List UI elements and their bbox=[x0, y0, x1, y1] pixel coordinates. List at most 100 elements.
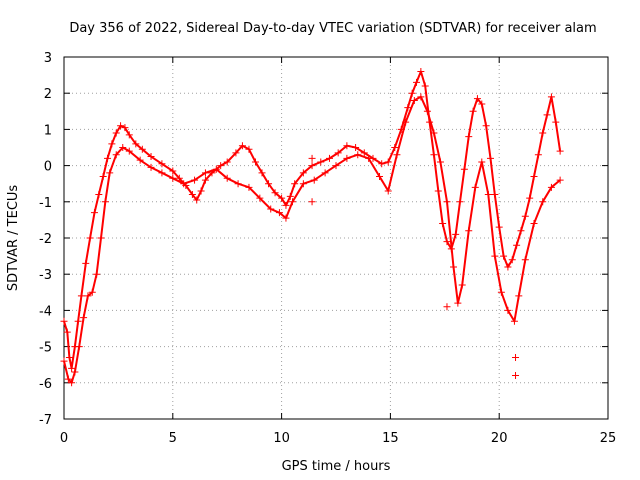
x-tick-label: 5 bbox=[169, 431, 177, 446]
data-point bbox=[417, 67, 425, 75]
y-tick-label: 2 bbox=[44, 87, 52, 102]
data-point bbox=[530, 220, 538, 228]
data-point bbox=[267, 205, 275, 213]
data-point bbox=[308, 154, 316, 162]
data-point bbox=[408, 89, 416, 97]
x-tick-label: 0 bbox=[60, 431, 68, 446]
y-tick-label: 3 bbox=[44, 51, 52, 66]
data-point bbox=[238, 142, 246, 150]
data-point bbox=[491, 252, 499, 260]
data-point bbox=[430, 129, 438, 137]
data-point bbox=[547, 183, 555, 191]
data-point bbox=[530, 172, 538, 180]
data-point bbox=[325, 154, 333, 162]
data-point bbox=[384, 158, 392, 166]
y-tick-label: 1 bbox=[44, 123, 52, 138]
data-point bbox=[258, 169, 266, 177]
data-point bbox=[99, 172, 107, 180]
data-point bbox=[539, 198, 547, 206]
data-point bbox=[486, 154, 494, 162]
data-point bbox=[95, 191, 103, 199]
data-point bbox=[282, 201, 290, 209]
data-point bbox=[500, 252, 508, 260]
data-point bbox=[286, 192, 294, 200]
data-point bbox=[147, 163, 155, 171]
data-point bbox=[378, 160, 386, 168]
data-point bbox=[125, 147, 133, 155]
data-point bbox=[82, 259, 90, 267]
data-point bbox=[232, 149, 240, 157]
data-point bbox=[504, 263, 512, 271]
data-point bbox=[491, 191, 499, 199]
data-point bbox=[308, 162, 316, 170]
y-tick-label: -1 bbox=[39, 196, 52, 211]
data-point bbox=[77, 292, 85, 300]
data-point bbox=[539, 129, 547, 137]
data-point bbox=[343, 154, 351, 162]
series-upper-branch bbox=[60, 67, 564, 372]
data-point bbox=[458, 281, 466, 289]
data-point bbox=[60, 317, 68, 325]
data-point bbox=[93, 270, 101, 278]
data-point bbox=[201, 169, 209, 177]
data-point bbox=[436, 158, 444, 166]
data-point bbox=[402, 118, 410, 126]
data-point bbox=[90, 209, 98, 217]
data-point bbox=[471, 183, 479, 191]
y-axis-label: SDTVAR / TECUs bbox=[6, 185, 21, 292]
data-point bbox=[384, 187, 392, 195]
data-point bbox=[80, 314, 88, 322]
data-point bbox=[443, 198, 451, 206]
data-point bbox=[112, 129, 120, 137]
data-point bbox=[212, 165, 220, 173]
data-point bbox=[517, 227, 525, 235]
data-point bbox=[443, 303, 451, 311]
data-point bbox=[106, 169, 114, 177]
series-outliers bbox=[308, 154, 520, 380]
data-point bbox=[223, 158, 231, 166]
data-point bbox=[508, 256, 516, 264]
data-point bbox=[452, 230, 460, 238]
data-point bbox=[521, 212, 529, 220]
data-point bbox=[256, 194, 264, 202]
data-point bbox=[497, 288, 505, 296]
series-line bbox=[63, 70, 562, 370]
data-point bbox=[434, 187, 442, 195]
data-point bbox=[88, 288, 96, 296]
x-axis-label: GPS time / hours bbox=[282, 459, 391, 474]
data-point bbox=[478, 100, 486, 108]
data-point bbox=[251, 158, 259, 166]
data-point bbox=[465, 133, 473, 141]
data-point bbox=[521, 256, 529, 264]
data-point bbox=[125, 131, 133, 139]
data-point bbox=[64, 375, 72, 383]
y-tick-label: -5 bbox=[39, 341, 52, 356]
data-point bbox=[191, 176, 199, 184]
data-point bbox=[495, 223, 503, 231]
data-point bbox=[404, 104, 412, 112]
data-point bbox=[334, 149, 342, 157]
data-point bbox=[534, 151, 542, 159]
data-point bbox=[271, 189, 279, 197]
data-point bbox=[504, 306, 512, 314]
data-point bbox=[84, 292, 92, 300]
data-point bbox=[136, 156, 144, 164]
series-line bbox=[63, 95, 561, 384]
x-tick-label: 20 bbox=[491, 431, 508, 446]
data-point bbox=[158, 169, 166, 177]
data-point bbox=[310, 176, 318, 184]
data-point bbox=[197, 187, 205, 195]
data-point bbox=[465, 227, 473, 235]
data-point bbox=[147, 153, 155, 161]
data-point bbox=[223, 174, 231, 182]
data-point bbox=[343, 142, 351, 150]
y-tick-label: -2 bbox=[39, 232, 52, 247]
data-point bbox=[65, 353, 73, 361]
data-point bbox=[410, 96, 418, 104]
data-point bbox=[75, 343, 83, 351]
data-point bbox=[321, 169, 329, 177]
data-point bbox=[68, 379, 76, 387]
axis-ticks: 0 5 10 15 20 25 -7 -6 -5 -4 -3 -2 -1 0 1 2 3 bbox=[39, 51, 616, 446]
data-point bbox=[317, 158, 325, 166]
data-point bbox=[512, 372, 520, 380]
